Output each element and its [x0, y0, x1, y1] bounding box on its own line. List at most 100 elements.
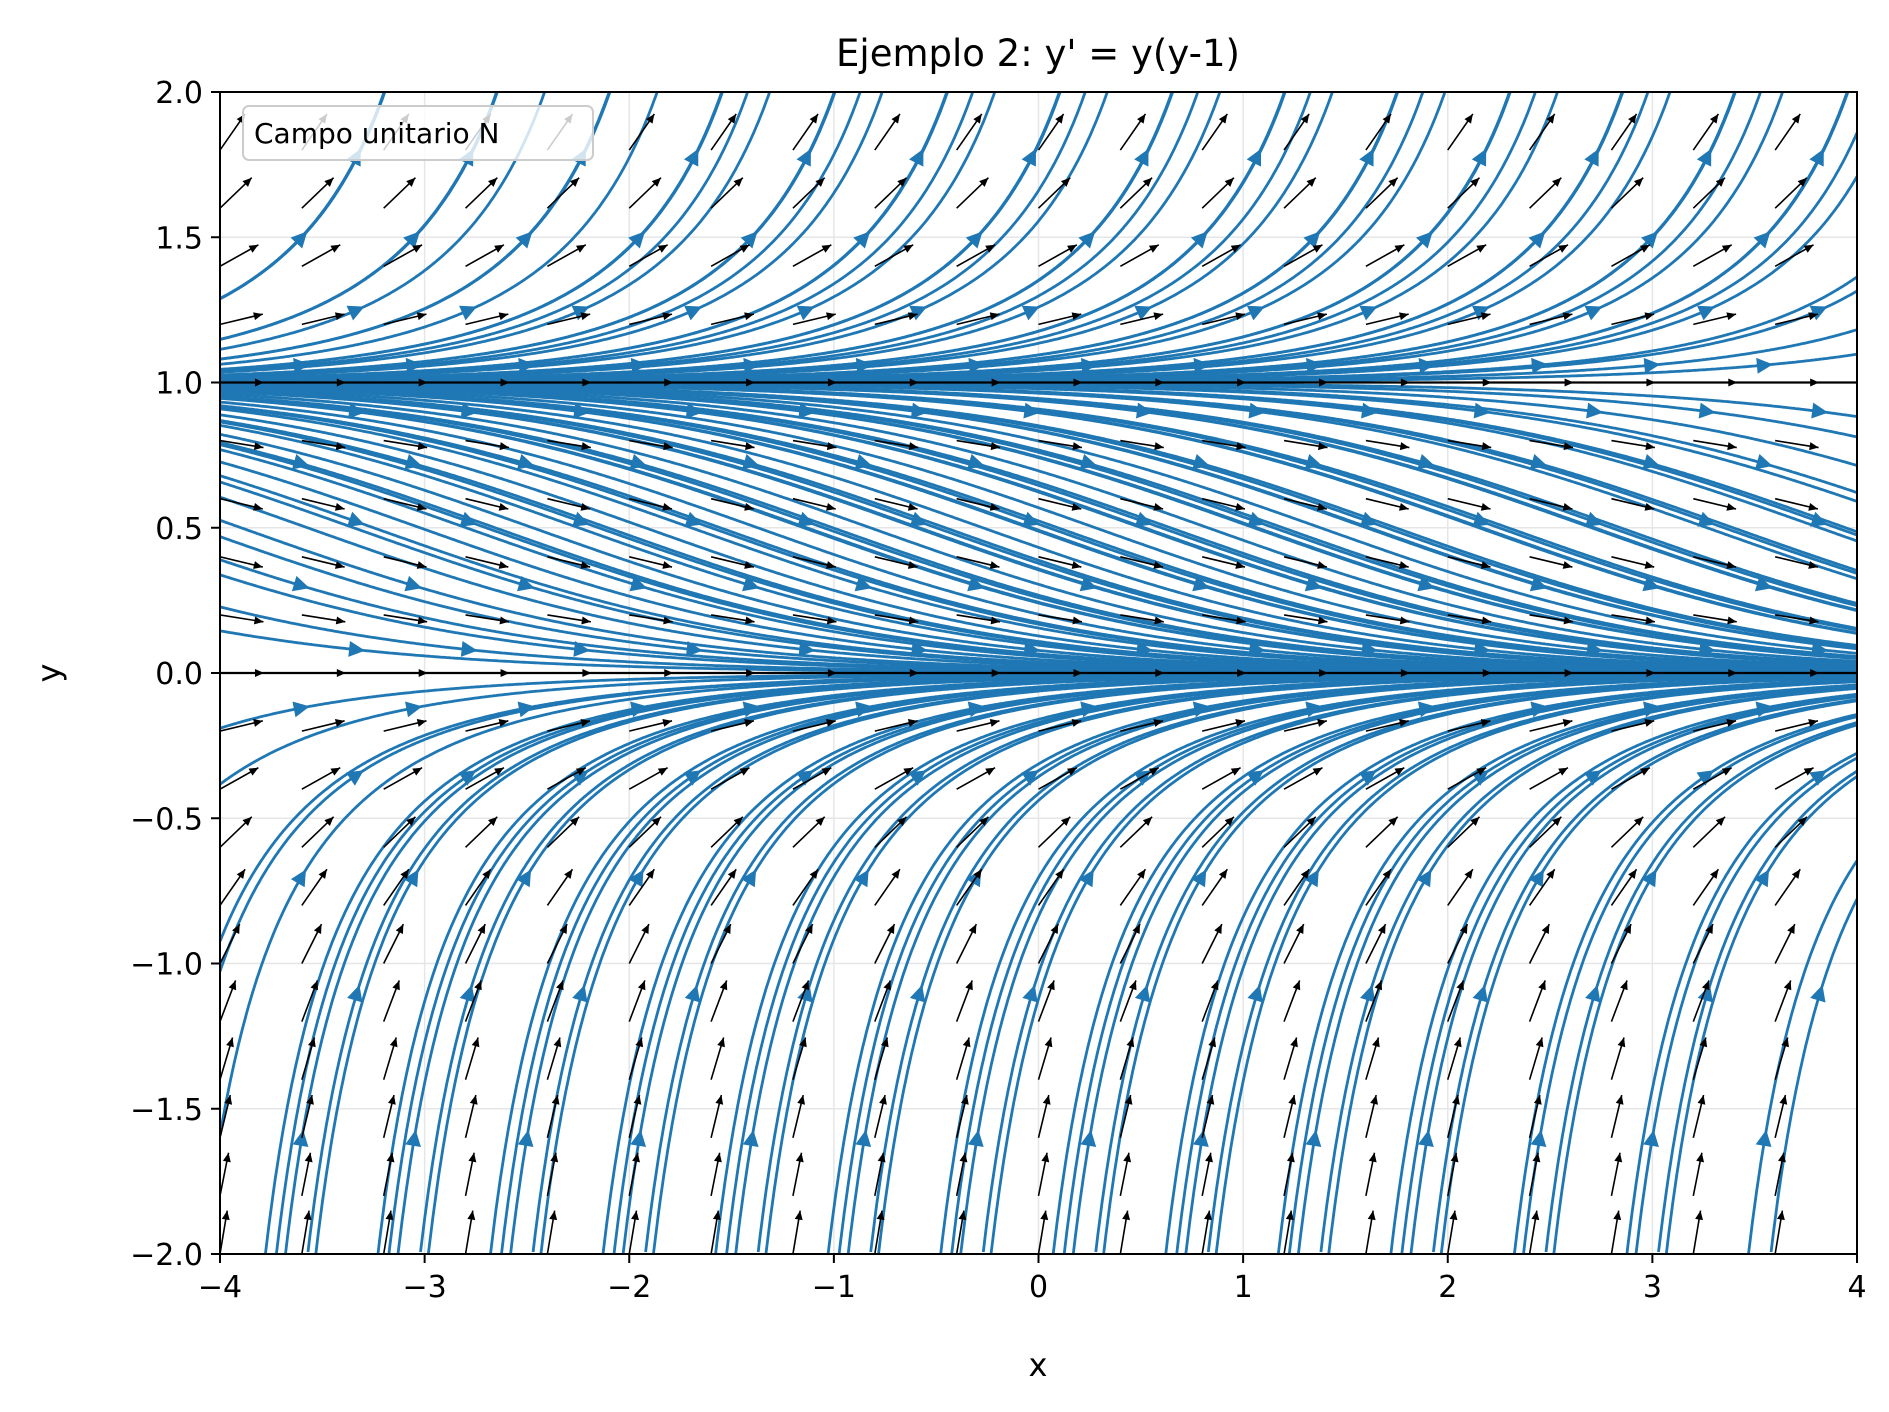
quiver-arrow — [874, 177, 908, 209]
streamline — [1747, 859, 1857, 1254]
quiver-arrow — [629, 312, 673, 326]
quiver-shaft — [1284, 92, 1285, 93]
quiver-head — [1317, 442, 1328, 451]
quiver-arrow — [382, 980, 401, 1022]
quiver-arrow — [1775, 614, 1819, 625]
streamline-arrow — [1753, 869, 1769, 888]
quiver-arrow — [1201, 980, 1219, 1022]
quiver-arrow — [1610, 177, 1644, 209]
quiver-head — [826, 561, 836, 569]
quiver-head — [632, 1152, 640, 1163]
streamline-arrow — [290, 869, 306, 888]
quiver-head — [313, 924, 322, 934]
quiver-head — [1709, 113, 1719, 124]
quiver-head — [469, 1095, 478, 1105]
quiver-head — [1148, 244, 1159, 253]
streamline-arrow — [796, 770, 814, 786]
streamline — [220, 92, 659, 366]
y-tick-label: −0.5 — [130, 802, 203, 837]
quiver-arrow — [1447, 923, 1469, 964]
quiver-head — [1235, 502, 1245, 511]
quiver-head — [1644, 312, 1655, 321]
streamline-arrow — [459, 984, 475, 1003]
quiver-head — [727, 113, 737, 124]
quiver-head — [387, 1095, 396, 1105]
quiver-arrow — [1283, 1210, 1294, 1254]
quiver-arrow — [955, 1152, 968, 1197]
quiver-head — [1042, 1095, 1051, 1105]
y-tick-label: −2.0 — [130, 1238, 203, 1273]
quiver-arrow — [792, 868, 819, 906]
quiver-arrow — [546, 868, 574, 906]
quiver-arrow — [628, 767, 669, 790]
quiver-head — [226, 1037, 234, 1048]
streamline-arrow — [630, 1129, 647, 1148]
quiver-arrow — [1447, 614, 1492, 625]
quiver-arrow — [629, 497, 673, 511]
streamline — [1552, 723, 1857, 1254]
quiver-arrow — [1774, 1152, 1786, 1197]
streamline — [1512, 713, 1857, 1254]
quiver-head — [253, 502, 263, 511]
quiver-head — [1072, 616, 1082, 625]
quiver-head — [1236, 616, 1246, 625]
quiver-arrow — [1611, 312, 1655, 326]
quiver-head — [821, 244, 832, 253]
quiver-head — [1399, 719, 1409, 727]
quiver-head — [330, 244, 341, 253]
quiver-arrow — [1447, 92, 1449, 93]
quiver-head — [1808, 502, 1818, 511]
quiver-arrow — [1283, 719, 1328, 732]
quiver-arrow — [1038, 244, 1078, 267]
quiver-shaft — [1447, 92, 1449, 93]
streamline — [1769, 898, 1857, 1253]
quiver-head — [826, 616, 837, 625]
quiver-head — [1563, 616, 1574, 625]
axis-ticks: −4 −3 −2 −1 0 1 2 3 4 2.0 1.5 1.0 0.5 0.0 −0.5 −1.0 −1.5… — [130, 76, 1866, 1305]
streamline-arrow — [629, 453, 648, 470]
streamline — [220, 92, 724, 371]
quiver-head — [1787, 924, 1795, 934]
quiver-arrow — [710, 1152, 722, 1197]
quiver-arrow — [1856, 323, 1857, 325]
quiver-head — [1154, 616, 1164, 625]
quiver-arrow — [1693, 556, 1737, 569]
quiver-arrow — [1365, 719, 1409, 732]
quiver-head — [907, 312, 918, 321]
quiver-head — [637, 980, 646, 991]
quiver-head — [580, 502, 591, 511]
streamline — [1276, 683, 1857, 1254]
quiver-arrow — [220, 439, 264, 451]
quiver-arrow — [1283, 113, 1310, 151]
quiver-head — [1726, 719, 1737, 727]
streamline-arrow — [1643, 357, 1661, 374]
quiver-arrow — [1856, 961, 1857, 964]
streamline-arrow — [1247, 984, 1263, 1003]
quiver-arrow — [1774, 923, 1796, 964]
quiver-arrow — [1774, 113, 1801, 151]
quiver-head — [1726, 502, 1737, 511]
quiver-head — [306, 1095, 314, 1105]
quiver-head — [1726, 561, 1737, 569]
quiver-head — [973, 869, 982, 879]
quiver-head — [416, 312, 427, 321]
quiver-head — [723, 924, 731, 934]
quiver-head — [801, 980, 810, 991]
quiver-head — [1399, 616, 1410, 625]
quiver-arrow — [1201, 244, 1241, 267]
quiver-head — [1701, 980, 1710, 991]
quiver-head — [406, 177, 416, 187]
quiver-head — [1620, 980, 1628, 991]
quiver-head — [886, 924, 895, 934]
quiver-head — [1633, 816, 1644, 826]
quiver-arrow — [220, 312, 263, 326]
quiver-head — [1214, 924, 1222, 934]
quiver-head — [635, 1037, 644, 1048]
streamline-arrow — [1417, 701, 1436, 718]
quiver-head — [1290, 1037, 1298, 1048]
quiver-arrow — [1038, 497, 1082, 511]
quiver-arrow — [1692, 868, 1720, 906]
quiver-arrow — [792, 177, 826, 209]
quiver-arrow — [628, 244, 669, 267]
